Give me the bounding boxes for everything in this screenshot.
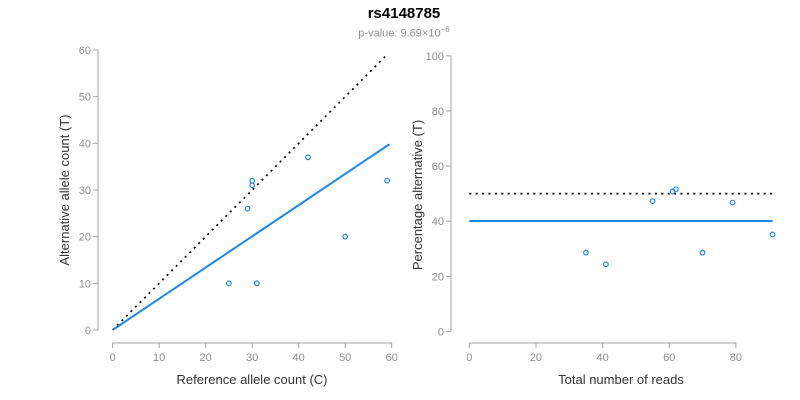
y-tick-label: 60 [432, 161, 444, 173]
y-tick-label: 60 [79, 45, 91, 57]
data-point [249, 177, 256, 184]
data-point [342, 233, 349, 240]
y-tick-label: 50 [79, 92, 91, 104]
p-value-exponent: −6 [440, 25, 450, 34]
data-point [729, 199, 736, 206]
x-tick-label: 20 [200, 352, 212, 364]
data-point [384, 177, 390, 184]
x-axis: 0 10 20 30 40 50 60 [110, 342, 398, 364]
data-point [244, 205, 251, 212]
data-point [253, 280, 260, 287]
y-tick-label: 20 [432, 271, 444, 283]
y-axis: 0 20 40 60 80 100 [426, 51, 452, 339]
x-tick-label: 80 [730, 352, 742, 364]
ref-lines [469, 192, 773, 222]
data-point [649, 198, 656, 204]
y-tick-label: 40 [432, 216, 444, 228]
p-value-subtitle: p-value: 9.69×10−6 [0, 23, 800, 41]
x-tick-label: 50 [339, 352, 351, 364]
figure-header: rs4148785 p-value: 9.69×10−6 [0, 5, 800, 41]
y-tick-label: 30 [79, 185, 91, 197]
data-point [699, 249, 706, 256]
x-tick-label: 10 [153, 352, 165, 364]
points [225, 154, 390, 287]
data-point [583, 249, 589, 256]
y-axis: 0 10 20 30 40 50 60 [79, 45, 99, 337]
p-value-text: p-value: 9.69×10 [358, 27, 441, 40]
x-tick-label: 0 [110, 352, 116, 364]
data-point [672, 186, 679, 193]
x-axis: 0 20 40 60 80 [466, 342, 742, 364]
data-point [603, 261, 609, 268]
x-tick-label: 30 [246, 352, 258, 364]
y-tick-label: 80 [432, 106, 444, 118]
y-axis-title: Percentage alternative (T) [410, 120, 425, 270]
x-tick-label: 20 [530, 352, 542, 364]
y-tick-label: 0 [85, 325, 91, 337]
ref-line-expected-50pct-identity [111, 54, 388, 331]
data-point [769, 231, 776, 238]
ref-line-observed-allelic-ratio [112, 143, 390, 331]
x-tick-label: 40 [293, 352, 305, 364]
x-tick-label: 60 [386, 352, 398, 364]
x-axis-title: Total number of reads [558, 372, 684, 387]
x-axis-title: Reference allele count (C) [176, 372, 327, 387]
x-tick-label: 40 [596, 352, 608, 364]
x-tick-label: 60 [663, 352, 675, 364]
data-point [249, 182, 256, 189]
page-title: rs4148785 [367, 5, 441, 22]
points [583, 186, 776, 268]
ref-lines [111, 54, 390, 331]
y-tick-label: 100 [426, 51, 444, 63]
y-axis-title: Alternative allele count (T) [57, 114, 72, 265]
scatter-panel-percentage: 0 20 40 60 80 100 0 20 40 60 80 Total number of r… [410, 51, 776, 387]
x-tick-label: 0 [466, 352, 472, 364]
y-tick-label: 10 [79, 278, 91, 290]
data-point [225, 280, 232, 287]
scatter-panel-allele-counts: 0 10 20 30 40 50 60 0 10 20 30 40 50 60 Reference al… [57, 45, 398, 387]
y-tick-label: 0 [438, 327, 444, 339]
data-point [305, 154, 311, 161]
y-tick-label: 40 [79, 138, 91, 150]
y-tick-label: 20 [79, 232, 91, 244]
